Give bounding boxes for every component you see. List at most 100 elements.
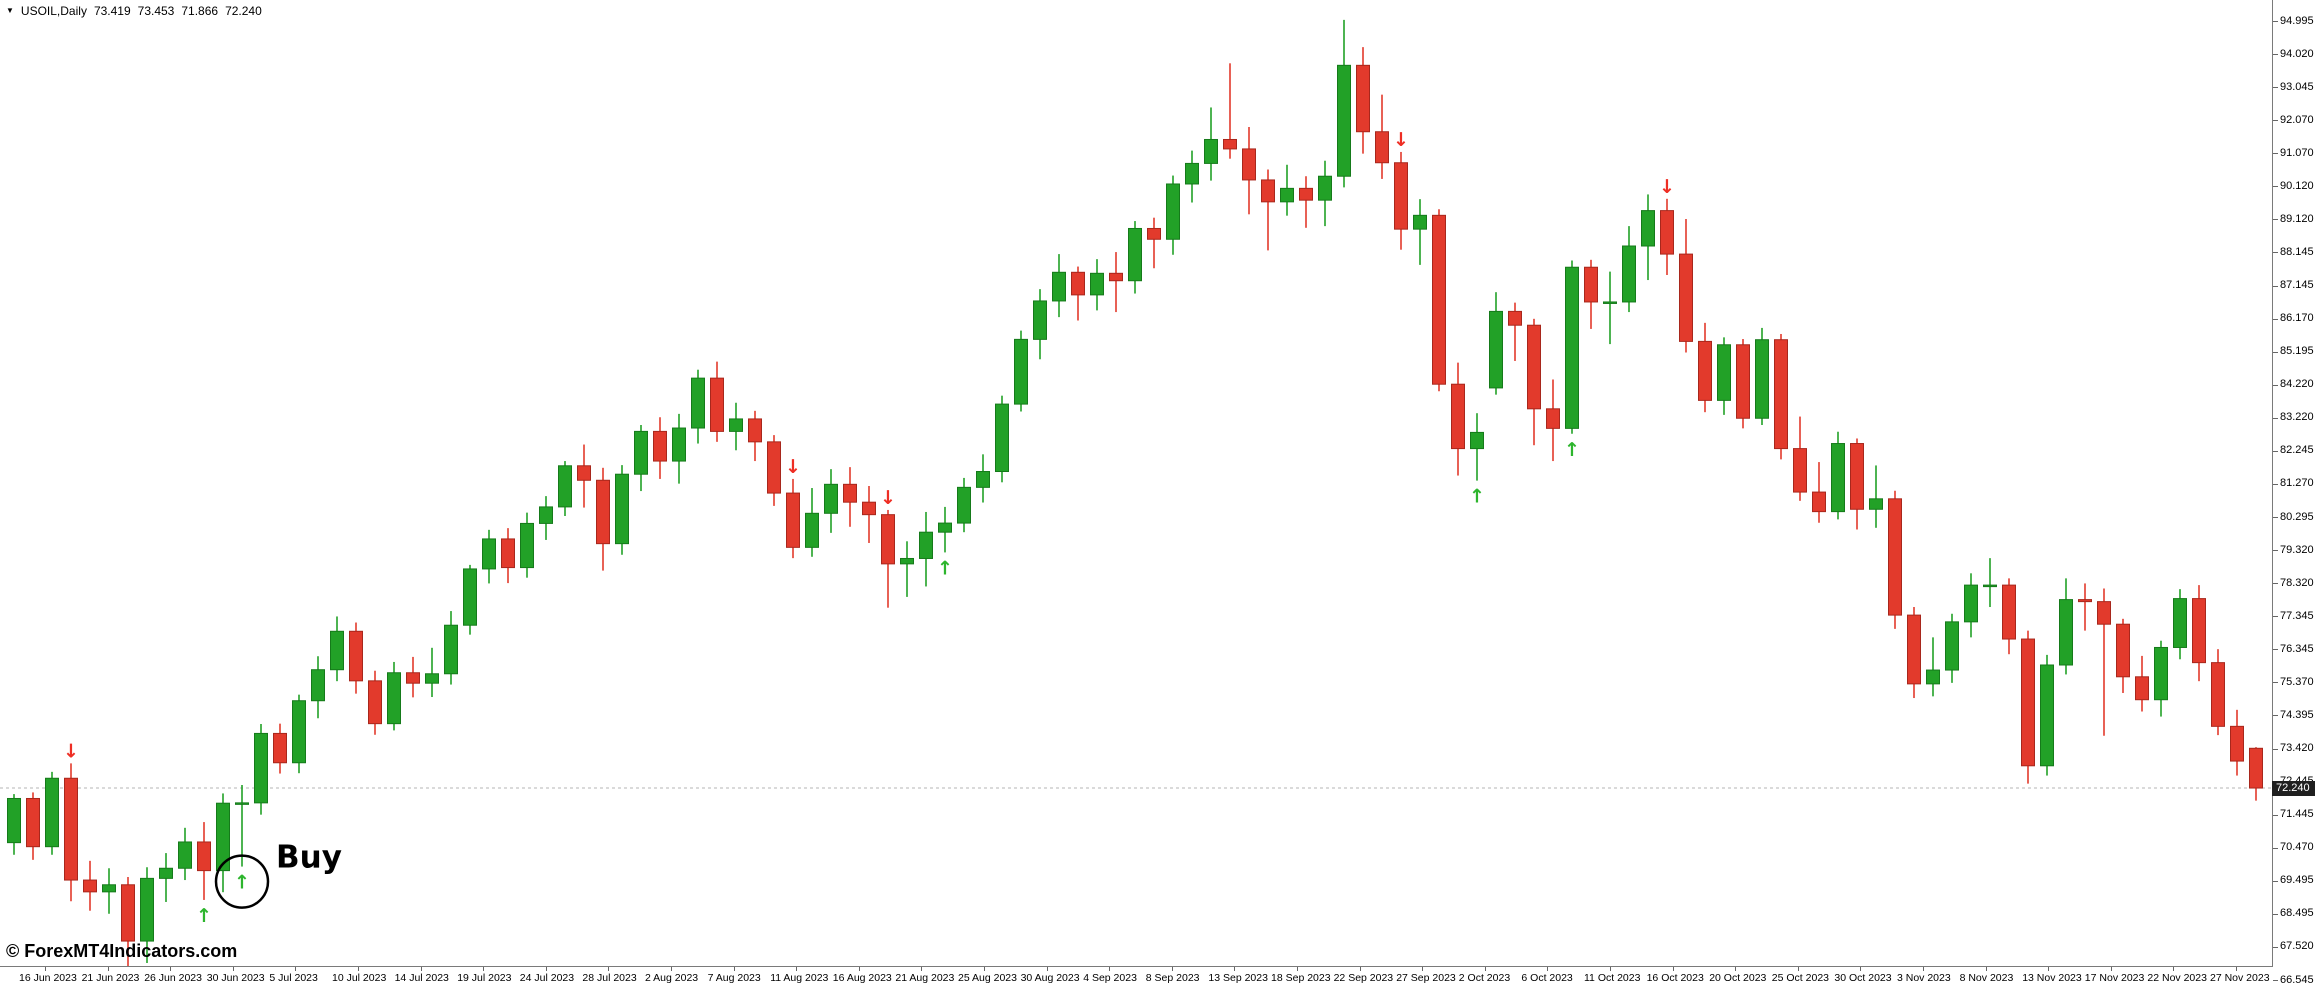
price-axis-tick (2273, 682, 2278, 684)
bull-candle (1565, 266, 1579, 429)
bull-candle (729, 418, 743, 432)
price-axis-label: 85.195 (2280, 345, 2314, 358)
buy-signal-arrow-icon: ↑ (937, 557, 953, 579)
bull-candle (235, 802, 249, 805)
bear-candle (577, 465, 591, 481)
price-axis-label: 81.270 (2280, 477, 2314, 490)
time-axis-label: 10 Jul 2023 (332, 972, 387, 984)
bear-candle (767, 441, 781, 494)
time-axis-label: 13 Sep 2023 (1208, 972, 1268, 984)
bear-candle (1375, 131, 1389, 164)
bear-candle (2116, 623, 2130, 678)
sell-signal-arrow-icon: ↓ (785, 456, 801, 478)
price-axis-label: 91.070 (2280, 146, 2314, 159)
time-axis-tick (1484, 967, 1486, 971)
time-axis-tick (921, 967, 923, 971)
time-axis-tick (1985, 967, 1987, 971)
time-axis-tick (1109, 967, 1111, 971)
bull-candle (691, 377, 705, 429)
bull-candle (995, 403, 1009, 473)
bull-candle (558, 465, 572, 508)
price-axis-label: 68.495 (2280, 907, 2314, 920)
buy-annotation-circle (214, 854, 270, 909)
time-axis-label: 3 Nov 2023 (1897, 972, 1951, 984)
chart-menu-icon[interactable]: ▼ (6, 6, 14, 15)
buy-signal-arrow-icon: ↑ (1469, 486, 1485, 508)
bull-candle (254, 732, 268, 804)
time-axis-tick (1171, 967, 1173, 971)
time-axis-label: 30 Oct 2023 (1834, 972, 1892, 984)
price-axis-tick (2273, 483, 2278, 485)
bull-candle (919, 531, 933, 559)
time-axis-label: 28 Jul 2023 (582, 972, 637, 984)
price-axis-label: 70.470 (2280, 841, 2314, 854)
time-axis-label: 8 Nov 2023 (1959, 972, 2014, 984)
bull-candle (444, 624, 458, 675)
bull-candle (1280, 187, 1294, 203)
bull-candle (2173, 598, 2187, 648)
sell-signal-arrow-icon: ↓ (880, 487, 896, 509)
price-axis-label: 94.995 (2280, 14, 2314, 27)
bear-candle (1261, 179, 1275, 203)
bear-candle (1812, 491, 1826, 513)
time-axis-label: 14 Jul 2023 (394, 972, 449, 984)
bull-candle (1603, 301, 1617, 304)
time-axis-tick (1297, 967, 1298, 971)
buy-signal-arrow-icon: ↑ (234, 872, 250, 894)
bear-candle (501, 538, 515, 569)
price-axis-label: 83.220 (2280, 411, 2314, 424)
price-axis-tick (2273, 252, 2278, 254)
price-axis-label: 75.370 (2280, 675, 2314, 688)
bear-candle (710, 377, 724, 432)
price-axis[interactable]: 94.995 94.020 93.045 92.070 91.070 90.120 89.1… (2273, 0, 2315, 989)
price-axis-label: 71.445 (2280, 808, 2314, 821)
bear-candle (1356, 64, 1370, 133)
bull-candle (805, 512, 819, 548)
price-axis-tick (2273, 715, 2278, 717)
price-axis-label: 79.320 (2280, 543, 2314, 556)
time-axis-tick (608, 967, 610, 971)
bear-candle (1147, 227, 1161, 240)
time-axis-tick (858, 967, 860, 971)
bull-candle (824, 483, 838, 514)
time-axis-tick (2110, 967, 2112, 971)
bear-candle (1299, 187, 1313, 201)
time-axis-label: 20 Oct 2023 (1709, 972, 1767, 984)
bear-candle (406, 672, 420, 684)
bull-candle (539, 506, 553, 524)
bull-candle (178, 841, 192, 869)
bull-candle (1641, 210, 1655, 247)
time-axis[interactable]: 16 Jun 2023 21 Jun 2023 26 Jun 2023 30 Jun … (0, 967, 2272, 989)
time-axis-label: 6 Oct 2023 (1521, 972, 1573, 984)
bear-candle (1679, 253, 1693, 342)
price-axis-label: 80.295 (2280, 510, 2314, 523)
time-axis-label: 30 Aug 2023 (1020, 972, 1080, 984)
time-axis-label: 16 Jun 2023 (19, 972, 77, 984)
time-axis-tick (420, 967, 422, 971)
bear-candle (748, 418, 762, 443)
bull-candle (45, 777, 59, 848)
price-axis-label: 69.495 (2280, 874, 2314, 887)
time-axis-label: 27 Sep 2023 (1396, 972, 1456, 984)
time-axis-tick (545, 967, 547, 971)
bear-candle (1698, 340, 1712, 401)
chart-info-bar: ▼ USOIL,Daily 73.419 73.453 71.866 72.24… (6, 4, 262, 18)
price-axis-label: 89.120 (2280, 212, 2314, 225)
bull-candle (1413, 214, 1427, 230)
time-axis-tick (733, 967, 735, 971)
time-axis-label: 2 Oct 2023 (1458, 972, 1511, 984)
bull-candle (1964, 584, 1978, 623)
close-value: 72.240 (225, 4, 262, 18)
sell-signal-arrow-icon: ↓ (1393, 129, 1409, 151)
time-axis-tick (2173, 967, 2175, 971)
bull-candle (1717, 344, 1731, 401)
bull-candle (976, 471, 990, 488)
price-axis-label: 94.020 (2280, 47, 2314, 60)
time-axis-label: 25 Oct 2023 (1771, 972, 1830, 984)
bull-candle (615, 473, 629, 545)
bull-candle (1755, 339, 1769, 419)
bull-candle (1033, 300, 1047, 340)
bear-candle (1109, 272, 1123, 282)
time-axis-border (0, 966, 2273, 967)
